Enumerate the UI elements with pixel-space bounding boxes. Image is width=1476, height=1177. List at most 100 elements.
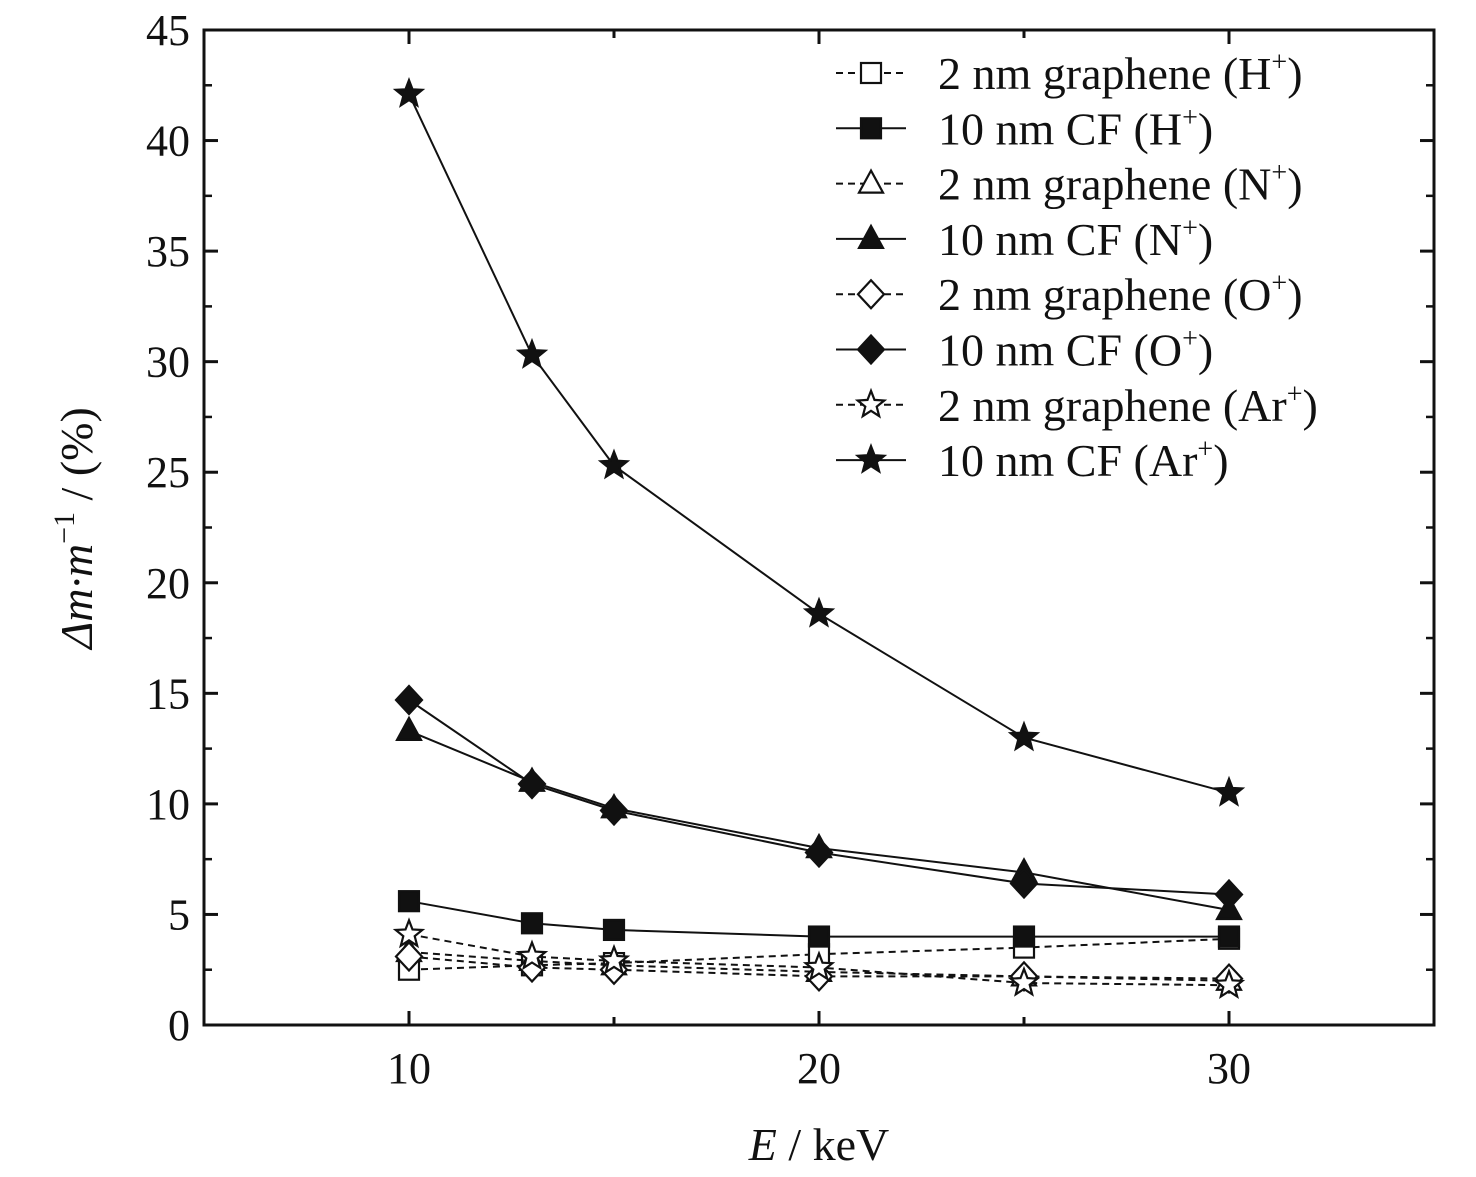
- legend-label-main: 10 nm CF (N: [938, 214, 1182, 265]
- data-point: [1214, 878, 1244, 911]
- legend-label-close: ): [1287, 48, 1302, 99]
- legend-label-main: 2 nm graphene (N: [938, 159, 1271, 210]
- legend-label-close: ): [1198, 325, 1213, 376]
- data-point: [1012, 925, 1036, 948]
- y-axis-title: Δm·m−1 / (%): [48, 407, 102, 651]
- series-line: [408, 933, 1230, 987]
- legend-label-close: ): [1287, 269, 1302, 320]
- legend-marker: [857, 168, 885, 194]
- series-line: [408, 699, 1230, 896]
- data-point: [520, 912, 544, 935]
- legend-label-sup: +: [1182, 324, 1198, 355]
- legend-item: 2 nm graphene (O+): [836, 268, 1303, 320]
- data-point: [397, 890, 421, 913]
- legend-label-main: 2 nm graphene (Ar: [938, 380, 1287, 431]
- legend-label-sup: +: [1182, 213, 1198, 244]
- data-point: [517, 768, 547, 800]
- data-point: [392, 77, 426, 108]
- legend-marker: [859, 117, 883, 140]
- legend-label-main: 2 nm graphene (O: [938, 269, 1271, 320]
- y-tick-label: 45: [146, 6, 190, 55]
- data-point: [394, 684, 424, 716]
- legend-label-main: 10 nm CF (H: [938, 103, 1182, 154]
- legend-marker: [857, 223, 885, 249]
- legend-label-close: ): [1303, 380, 1318, 431]
- legend-marker: [859, 61, 883, 85]
- series-7: [392, 917, 1246, 999]
- data-point: [597, 943, 631, 975]
- legend-item: 2 nm graphene (H+): [836, 47, 1303, 99]
- x-tick-label: 20: [797, 1044, 841, 1093]
- x-axis-unit: / keV: [777, 1119, 889, 1170]
- data-point: [392, 917, 426, 949]
- x-axis-title: E / keV: [748, 1119, 890, 1170]
- legend-label-sup: +: [1271, 268, 1287, 299]
- axis-ticks: 0 5 10 15 20 25 30 35 40 45 10 20 30: [146, 6, 1436, 1093]
- legend-label-sup: +: [1271, 47, 1287, 78]
- data-point: [394, 940, 424, 973]
- series-line: [408, 93, 1230, 794]
- y-tick-label: 20: [146, 559, 190, 608]
- legend-label-close: ): [1213, 435, 1228, 486]
- y-tick-label: 0: [168, 1001, 190, 1050]
- y-tick-label: 10: [146, 780, 190, 829]
- y-axis-var: Δm·m: [51, 544, 102, 651]
- legend-label-close: ): [1287, 159, 1302, 210]
- legend-label: 2 nm graphene (Ar+): [938, 379, 1318, 431]
- legend-label-sup: +: [1197, 434, 1213, 465]
- x-tick-label: 30: [1207, 1044, 1251, 1093]
- legend-label-main: 10 nm CF (O: [938, 325, 1182, 376]
- data-point: [802, 596, 836, 628]
- legend-item: 10 nm CF (Ar+): [836, 434, 1229, 486]
- series-2: [397, 890, 1241, 948]
- y-tick-label: 15: [146, 669, 190, 718]
- series-line: [408, 955, 1230, 980]
- data-point: [804, 836, 834, 869]
- legend-marker: [854, 443, 888, 474]
- legend-label-sup: +: [1287, 379, 1303, 410]
- legend-item: 10 nm CF (H+): [836, 102, 1213, 154]
- legend-item: 10 nm CF (O+): [836, 324, 1213, 376]
- legend-label: 10 nm CF (O+): [938, 324, 1213, 376]
- legend-item: 2 nm graphene (N+): [836, 158, 1303, 210]
- data-point: [395, 715, 423, 742]
- data-point: [807, 925, 831, 948]
- data-point: [1007, 720, 1041, 752]
- legend-marker: [856, 333, 886, 366]
- series-line: [408, 729, 1230, 911]
- legend-label-sup: +: [1182, 102, 1198, 133]
- data-point: [515, 939, 549, 971]
- y-tick-label: 5: [168, 890, 190, 939]
- data-point: [602, 918, 626, 942]
- data-point: [1217, 925, 1241, 948]
- legend-label: 2 nm graphene (N+): [938, 158, 1303, 210]
- legend-label-close: ): [1198, 214, 1213, 265]
- y-tick-label: 25: [146, 448, 190, 497]
- legend-label: 10 nm CF (H+): [938, 102, 1213, 154]
- data-point: [1009, 867, 1039, 900]
- legend-item: 2 nm graphene (Ar+): [836, 379, 1318, 431]
- y-tick-label: 35: [146, 227, 190, 276]
- legend-marker: [856, 278, 886, 310]
- data-point: [1212, 775, 1246, 807]
- series-6: [394, 684, 1244, 911]
- legend-marker: [854, 387, 888, 419]
- data-point: [597, 448, 631, 480]
- legend: 2 nm graphene (H+)10 nm CF (H+)2 nm grap…: [836, 47, 1318, 486]
- legend-label: 10 nm CF (N+): [938, 213, 1213, 265]
- legend-label-sup: +: [1271, 158, 1287, 189]
- x-axis-var: E: [748, 1119, 777, 1170]
- legend-label: 10 nm CF (Ar+): [938, 434, 1229, 486]
- legend-label-main: 10 nm CF (Ar: [938, 435, 1197, 486]
- x-tick-label: 10: [387, 1044, 431, 1093]
- data-point: [1212, 968, 1246, 999]
- y-tick-label: 40: [146, 117, 190, 166]
- legend-label: 2 nm graphene (H+): [938, 47, 1303, 99]
- series-group: [392, 77, 1246, 999]
- legend-label: 2 nm graphene (O+): [938, 268, 1303, 320]
- y-axis-unit: / (%): [51, 407, 102, 512]
- y-axis-exp: −1: [48, 512, 81, 544]
- series-line: [408, 900, 1229, 938]
